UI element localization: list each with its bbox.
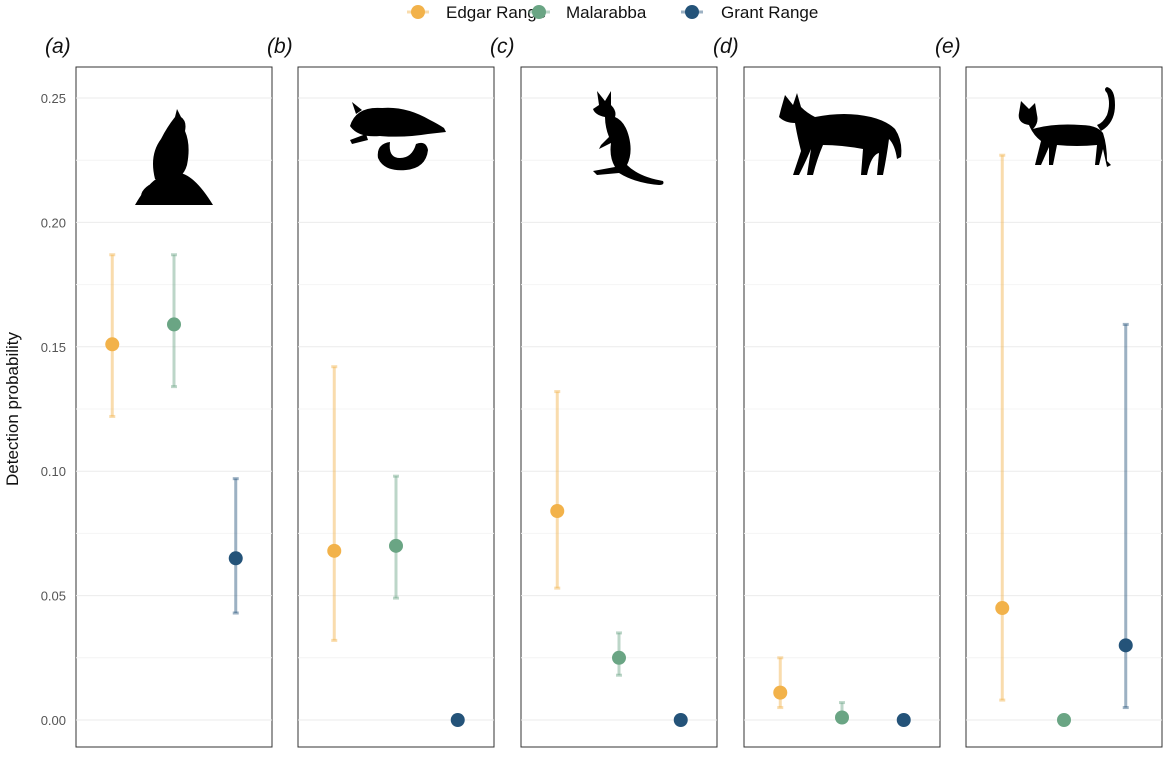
icon-shape xyxy=(1097,87,1115,131)
icon-shape xyxy=(135,172,213,205)
panel-border xyxy=(297,66,495,748)
panel-border xyxy=(965,66,1163,748)
y-tick-label: 0.15 xyxy=(41,340,66,355)
y-tick-label: 0.10 xyxy=(41,464,66,479)
panel-label: (a) xyxy=(45,35,71,58)
data-point xyxy=(896,713,911,727)
point-marker xyxy=(835,710,849,725)
icon-shape xyxy=(593,91,664,185)
point-marker xyxy=(773,685,788,700)
panel-label: (b) xyxy=(267,35,293,58)
point-marker xyxy=(327,543,342,558)
panel-border xyxy=(743,66,941,748)
legend-label: Malarabba xyxy=(566,3,647,22)
panel-label: (d) xyxy=(713,35,739,58)
legend: Edgar Range Malarabba Grant Range xyxy=(407,3,818,22)
data-point xyxy=(389,474,403,600)
icon-shape xyxy=(153,109,189,181)
point-marker xyxy=(612,650,626,665)
point-marker xyxy=(450,713,465,727)
legend-label: Edgar Range xyxy=(446,3,546,22)
data-point xyxy=(105,253,120,418)
panel-label: (e) xyxy=(935,35,961,58)
y-axis-title: Detection probability xyxy=(3,331,22,486)
data-point xyxy=(612,631,626,677)
point-marker xyxy=(1057,713,1071,727)
point-marker xyxy=(228,551,243,566)
point-marker xyxy=(167,317,181,332)
point-marker xyxy=(673,713,688,727)
data-point xyxy=(995,153,1010,702)
chart-panel: (c) xyxy=(490,35,718,748)
cat-silhouette-icon xyxy=(1018,87,1115,167)
data-point xyxy=(673,713,688,727)
chart-panel: (b) xyxy=(267,35,495,748)
rock-wallaby-silhouette-icon xyxy=(135,109,213,205)
data-point xyxy=(450,713,465,727)
data-point xyxy=(228,477,243,615)
panel-label: (c) xyxy=(490,35,515,58)
data-point xyxy=(773,656,788,710)
dingo-silhouette-icon xyxy=(779,93,902,175)
icon-shape xyxy=(141,185,155,203)
point-marker xyxy=(550,504,565,519)
chart-panel: (a) xyxy=(45,35,273,748)
legend-key-dot xyxy=(532,5,546,19)
data-point xyxy=(167,253,181,389)
legend-key-dot xyxy=(411,5,425,19)
data-point xyxy=(1118,322,1133,710)
data-point xyxy=(1057,713,1071,727)
point-marker xyxy=(1118,638,1133,653)
possum-silhouette-icon xyxy=(350,102,446,171)
legend-item: Malarabba xyxy=(528,3,647,22)
legend-label: Grant Range xyxy=(721,3,818,22)
point-marker xyxy=(896,713,911,727)
legend-item: Edgar Range xyxy=(407,3,546,22)
point-marker xyxy=(995,601,1010,616)
icon-shape xyxy=(350,107,446,137)
icon-shape xyxy=(377,142,428,171)
panel-border xyxy=(520,66,718,748)
panel-border xyxy=(75,66,273,748)
y-tick-label: 0.25 xyxy=(41,91,66,106)
icon-shape xyxy=(350,134,368,144)
legend-item: Grant Range xyxy=(681,3,818,22)
wallaby-silhouette-icon xyxy=(593,91,664,185)
chart-panel: (d) xyxy=(713,35,941,748)
chart-panel: (e) xyxy=(935,35,1163,748)
legend-key-dot xyxy=(685,5,699,19)
data-point xyxy=(327,365,342,642)
icon-shape xyxy=(352,102,362,114)
data-point xyxy=(835,701,849,725)
point-marker xyxy=(105,337,120,352)
icon-shape xyxy=(779,93,902,175)
icon-shape xyxy=(1018,101,1111,167)
y-tick-label: 0.05 xyxy=(41,589,66,604)
point-marker xyxy=(389,538,403,553)
y-tick-label: 0.20 xyxy=(41,215,66,230)
data-point xyxy=(550,390,565,590)
y-tick-label: 0.00 xyxy=(41,713,66,728)
